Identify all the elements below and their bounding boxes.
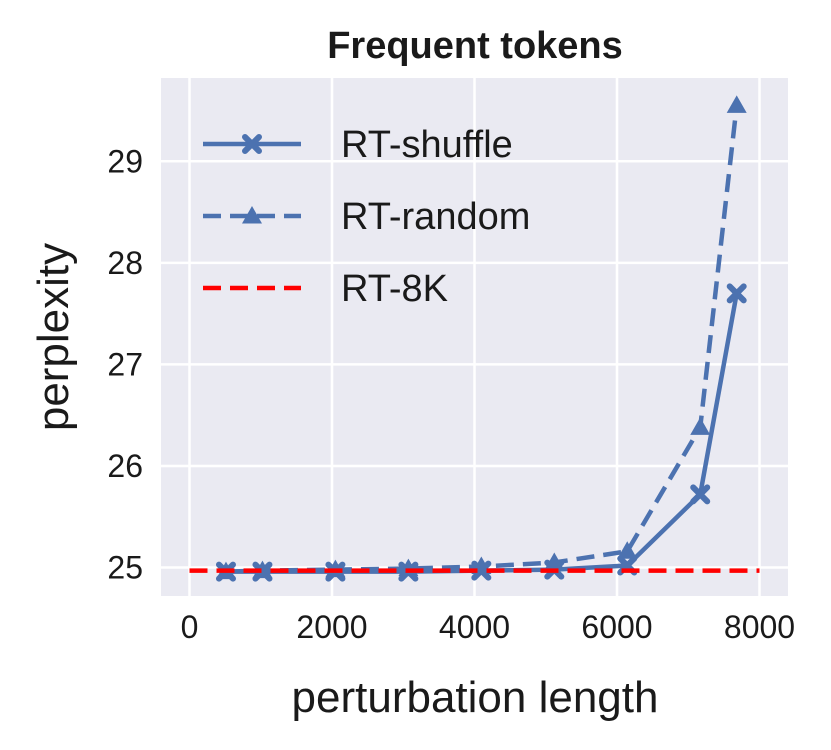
y-tick-label: 29 — [107, 143, 143, 179]
x-tick-label: 8000 — [724, 609, 795, 645]
data-point-x-marker — [242, 134, 262, 154]
data-point-triangle-marker — [252, 560, 273, 579]
tick-labels: 0 2000 4000 6000 8000 25 26 27 28 29 — [107, 143, 795, 645]
legend-label-rt-shuffle: RT-shuffle — [341, 124, 513, 166]
x-tick-label: 2000 — [296, 609, 367, 645]
x-tick-label: 4000 — [439, 609, 510, 645]
data-point-triangle-marker — [690, 417, 711, 435]
legend: RT-shuffle RT-random RT-8K — [203, 124, 530, 310]
data-point-triangle-marker — [726, 95, 747, 113]
y-tick-label: 27 — [107, 346, 143, 382]
y-axis-label: perplexity — [29, 243, 78, 431]
x-tick-label: 6000 — [581, 609, 652, 645]
series-layer — [189, 95, 760, 582]
x-tick-label: 0 — [181, 609, 199, 645]
y-tick-label: 26 — [107, 448, 143, 484]
legend-label-rt-random: RT-random — [341, 196, 530, 238]
x-axis-label: perturbation length — [292, 673, 659, 722]
data-point-x-marker — [726, 283, 747, 304]
data-point-x-marker — [690, 484, 711, 505]
legend-label-rt-8k: RT-8K — [341, 268, 448, 310]
y-tick-label: 28 — [107, 245, 143, 281]
data-point-triangle-marker — [242, 206, 262, 224]
data-point-triangle-marker — [544, 552, 565, 570]
y-tick-label: 25 — [107, 550, 143, 586]
chart-title: Frequent tokens — [327, 25, 623, 67]
data-point-triangle-marker — [617, 541, 638, 559]
